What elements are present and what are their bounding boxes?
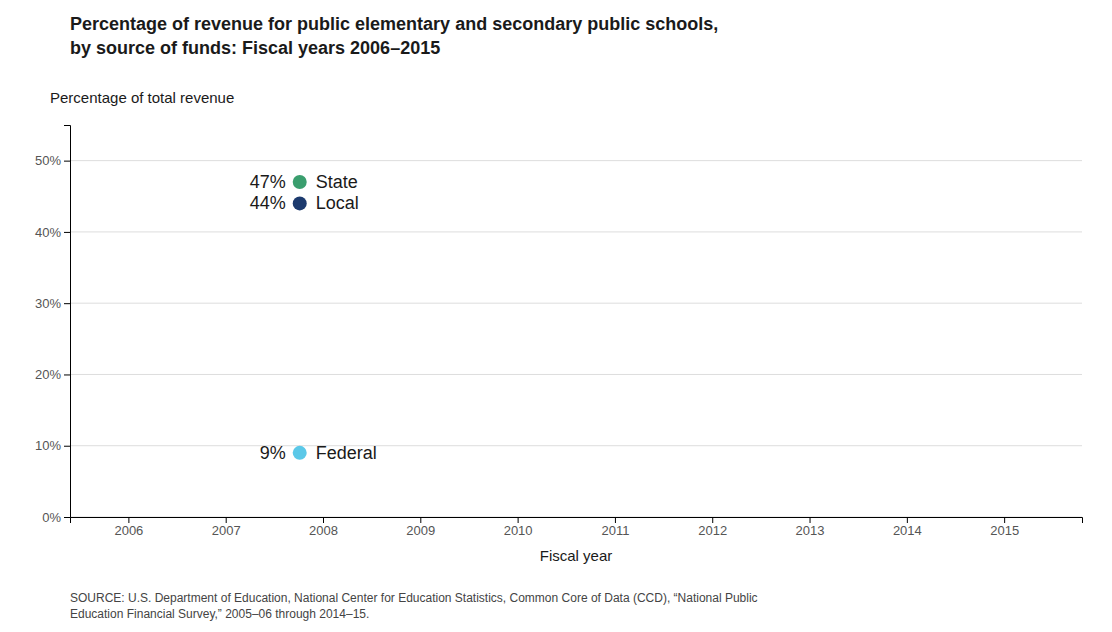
tick-mark <box>64 303 70 304</box>
grid-line <box>70 231 1082 232</box>
grid-line <box>70 374 1082 375</box>
marks <box>293 175 307 460</box>
tick-label: 50% <box>35 153 61 168</box>
grid <box>70 161 1082 517</box>
tick-mark <box>810 517 811 523</box>
grid-line <box>70 160 1082 161</box>
tick-label: 40% <box>35 225 61 240</box>
y-tick: 50% <box>35 153 70 168</box>
source: SOURCE: U.S. Department of Education, Na… <box>70 591 758 621</box>
tick-mark <box>226 517 227 523</box>
data-label: 44% <box>250 193 286 213</box>
tick-label: 0% <box>42 510 61 525</box>
x-tick: 2010 <box>504 517 533 538</box>
dot <box>293 446 307 460</box>
x-axis: 2006 2007 2008 2009 2010 2011 2012 2013 2014 2015 <box>71 517 1083 538</box>
y-tick: 40% <box>35 225 70 240</box>
background <box>0 0 1112 632</box>
x-tick: 2015 <box>990 517 1019 538</box>
annotations: 47% State 44% Local 9% Federal <box>250 172 377 463</box>
tick-label: 2009 <box>406 523 435 538</box>
tick-mark <box>420 517 421 523</box>
tick-label: 10% <box>35 438 61 453</box>
x-axis-label: Fiscal year <box>540 547 613 564</box>
x-tick: 2009 <box>406 517 435 538</box>
x-tick: 2007 <box>212 517 241 538</box>
tick-label: 2012 <box>698 523 727 538</box>
y-tick: 0% <box>42 510 70 525</box>
tick-label: 2015 <box>990 523 1019 538</box>
x-tick: 2013 <box>796 517 825 538</box>
dot <box>293 175 307 189</box>
axis-line <box>64 126 71 518</box>
data-label: 47% <box>250 172 286 192</box>
tick-mark <box>128 517 129 523</box>
tick-label: 2014 <box>893 523 922 538</box>
axis-line <box>71 518 1083 524</box>
y-tick: 20% <box>35 367 70 382</box>
tick-mark <box>64 517 70 518</box>
tick-mark <box>712 517 713 523</box>
grid-line <box>70 445 1082 446</box>
series-label: State <box>316 172 358 192</box>
grid-line <box>70 303 1082 304</box>
tick-label: 2013 <box>796 523 825 538</box>
tick-label: 2010 <box>504 523 533 538</box>
x-tick: 2011 <box>601 517 629 538</box>
source-line: Education Financial Survey,” 2005–06 thr… <box>70 607 369 621</box>
tick-mark <box>615 517 616 523</box>
chart: Percentage of revenue for public element… <box>0 0 1112 632</box>
tick-mark <box>323 517 324 523</box>
tick-label: 2008 <box>309 523 338 538</box>
dot <box>293 196 307 210</box>
y-axis: 0% 10% 20% 30% 40% 50% <box>35 126 71 525</box>
tick-mark <box>1004 517 1005 523</box>
tick-label: 2007 <box>212 523 241 538</box>
tick-label: 2006 <box>114 523 143 538</box>
y-axis-label: Percentage of total revenue <box>50 89 234 106</box>
tick-mark <box>64 161 70 162</box>
plot: 0% 10% 20% 30% 40% 50% 2006 2007 2008 2009 2010 201… <box>35 126 1083 565</box>
x-tick: 2008 <box>309 517 338 538</box>
tick-mark <box>64 232 70 233</box>
tick-mark <box>64 374 70 375</box>
source-line: SOURCE: U.S. Department of Education, Na… <box>70 591 758 605</box>
x-tick: 2006 <box>114 517 143 538</box>
tick-label: 30% <box>35 296 61 311</box>
y-tick: 30% <box>35 296 70 311</box>
tick-mark <box>518 517 519 523</box>
x-tick: 2014 <box>893 517 922 538</box>
data-label: 9% <box>260 443 286 463</box>
tick-label: 20% <box>35 367 61 382</box>
subtitle: by source of funds: Fiscal years 2006–20… <box>70 38 440 58</box>
tick-label: 2011 <box>601 523 629 538</box>
series-label: Federal <box>316 443 377 463</box>
y-tick: 10% <box>35 438 70 453</box>
tick-mark <box>64 446 70 447</box>
x-tick: 2012 <box>698 517 727 538</box>
series-label: Local <box>316 193 359 213</box>
title: Percentage of revenue for public element… <box>70 14 718 34</box>
tick-mark <box>907 517 908 523</box>
